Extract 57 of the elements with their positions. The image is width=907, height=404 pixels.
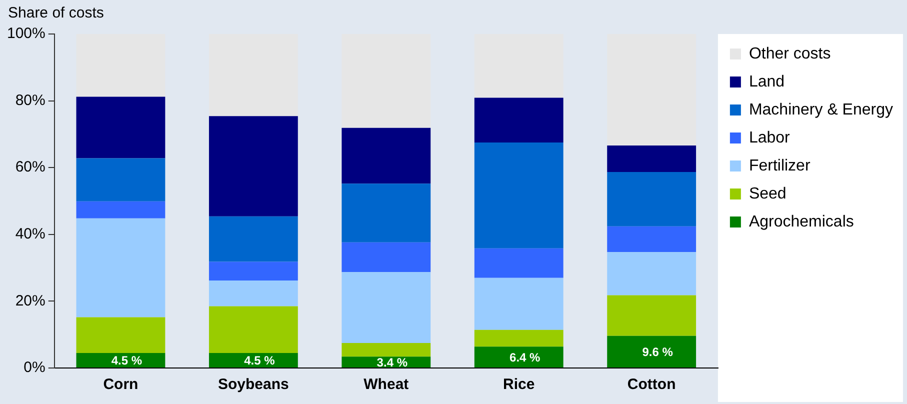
bar — [342, 272, 431, 343]
x-tick-label: Corn — [103, 376, 138, 394]
y-tick-label: 100% — [6, 25, 46, 42]
bar — [208, 262, 298, 280]
bar — [342, 184, 431, 242]
bar — [208, 116, 298, 216]
legend-label: Land — [748, 73, 785, 90]
bar — [474, 346, 564, 368]
x-tick-label: Wheat — [364, 376, 409, 394]
bar — [474, 142, 564, 248]
bar — [208, 216, 298, 262]
bar — [76, 201, 166, 218]
legend-label: Machinery & Energy — [748, 101, 893, 118]
bar — [607, 336, 696, 368]
bar — [342, 342, 431, 357]
bar — [474, 248, 564, 278]
y-tick-label: 80% — [15, 92, 46, 109]
bar — [208, 34, 298, 116]
bar — [607, 295, 696, 336]
data-label: 4.5 % — [111, 354, 142, 368]
bar — [208, 280, 298, 306]
y-tick-label: 20% — [15, 292, 46, 310]
bar — [342, 34, 431, 128]
bar — [76, 218, 166, 318]
bar — [342, 128, 431, 184]
x-tick-label: Cotton — [627, 376, 676, 394]
bar — [208, 306, 298, 353]
bar — [208, 352, 298, 368]
y-axis-title: Share of costs — [8, 4, 104, 22]
bar — [607, 226, 696, 252]
x-tick-label: Rice — [503, 376, 535, 394]
bar — [76, 96, 166, 158]
bar — [607, 252, 696, 296]
y-tick-label: 40% — [15, 226, 46, 243]
data-label: 3.4 % — [376, 355, 408, 370]
legend-label: Other costs — [748, 45, 831, 62]
y-tick-label: 0% — [24, 359, 46, 376]
legend-label: Seed — [748, 185, 786, 202]
legend-label: Agrochemicals — [748, 213, 854, 230]
y-tick-label: 60% — [15, 158, 46, 176]
x-tick-label: Soybeans — [218, 376, 289, 394]
legend-label: Fertilizer — [748, 157, 811, 174]
bar — [76, 317, 166, 353]
bar — [474, 330, 564, 347]
data-label: 6.4 % — [510, 350, 541, 364]
bar — [474, 98, 564, 143]
bar — [474, 278, 564, 330]
bar — [342, 242, 431, 272]
bar — [607, 146, 696, 172]
bar — [607, 172, 696, 226]
bar — [607, 34, 696, 146]
data-label: 9.6 % — [642, 345, 674, 360]
bar — [76, 158, 166, 202]
bar — [76, 34, 166, 97]
data-label: 4.5 % — [244, 354, 276, 368]
bar — [474, 34, 564, 98]
legend-label: Labor — [748, 129, 791, 146]
